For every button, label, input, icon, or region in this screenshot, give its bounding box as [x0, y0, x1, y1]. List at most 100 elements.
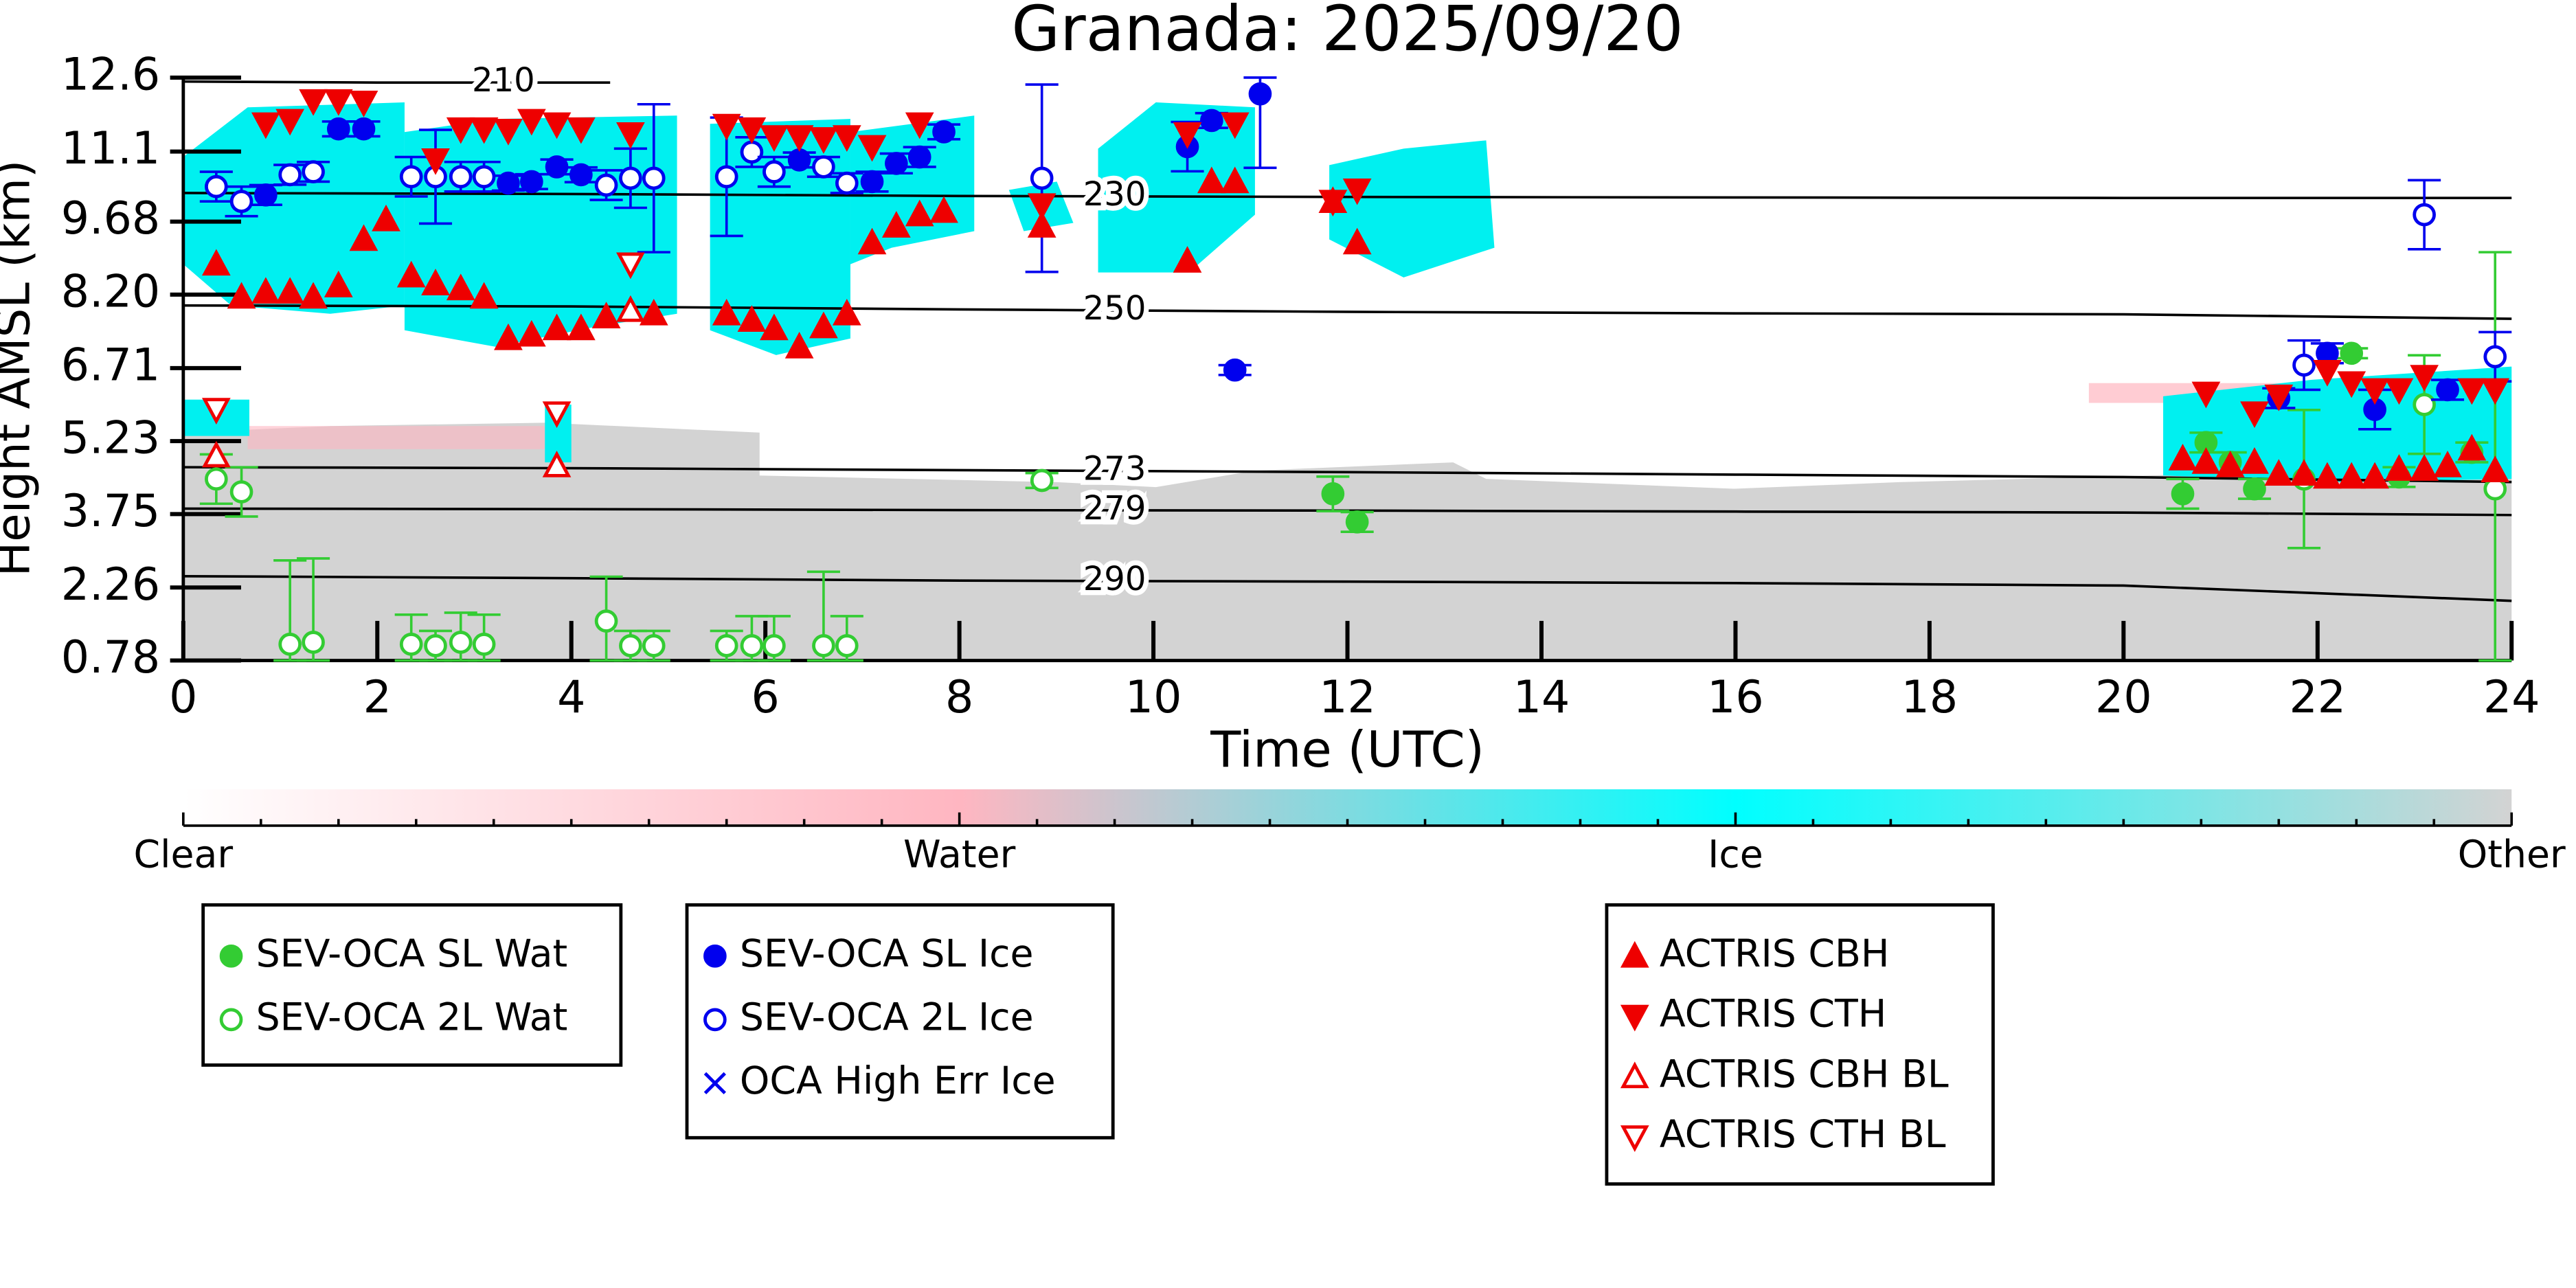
point	[2337, 462, 2366, 489]
legend-marker	[219, 1008, 243, 1032]
point	[520, 170, 543, 194]
y-tick-label: 2.26	[61, 559, 160, 611]
ice-region	[183, 102, 405, 314]
point	[251, 112, 280, 139]
x-tick-label: 22	[2290, 672, 2347, 723]
point	[446, 273, 475, 301]
legend-box	[1605, 903, 1995, 1186]
legend-marker	[219, 945, 243, 968]
point	[2457, 433, 2487, 461]
y-tick-label: 8.20	[61, 266, 160, 317]
point	[567, 117, 596, 144]
point	[932, 120, 956, 144]
point	[421, 148, 450, 175]
point	[278, 163, 302, 187]
contour-label: 290	[1083, 560, 1146, 598]
point	[2457, 378, 2487, 405]
legend-marker	[703, 945, 727, 968]
point	[760, 125, 789, 152]
point	[929, 196, 958, 223]
point	[396, 260, 426, 288]
legend-box	[201, 903, 623, 1067]
colorbar-label: Other	[2458, 833, 2566, 877]
point	[642, 634, 666, 657]
point	[2171, 482, 2195, 506]
point	[907, 145, 931, 169]
x-tick-label: 6	[752, 672, 780, 723]
point	[1030, 468, 1054, 493]
point	[449, 631, 473, 654]
legend-label: SEV-OCA SL Ice	[740, 932, 1034, 976]
temperature-contour	[183, 574, 2512, 602]
point	[594, 173, 618, 197]
point	[251, 277, 280, 304]
ice-region	[1098, 102, 1255, 273]
point	[229, 190, 253, 214]
point	[591, 302, 621, 328]
cloud-classification	[183, 102, 2512, 661]
point	[497, 171, 520, 195]
y-tick-label: 6.71	[61, 339, 160, 391]
point	[2360, 378, 2389, 405]
contour-label: 210	[472, 61, 535, 100]
colorbar-label: Clear	[134, 833, 234, 877]
legend-marker	[703, 1008, 727, 1032]
point	[2481, 455, 2510, 482]
point	[1197, 166, 1226, 194]
point	[1173, 122, 1202, 149]
legend-marker	[703, 1072, 726, 1095]
point	[326, 117, 350, 141]
point	[299, 89, 328, 116]
point	[642, 166, 666, 190]
point	[2264, 459, 2294, 486]
point	[2243, 477, 2266, 501]
point	[349, 224, 379, 251]
legend-marker	[1620, 1004, 1649, 1032]
point	[619, 166, 642, 190]
point	[2191, 381, 2221, 409]
point	[714, 165, 738, 189]
ice-region	[404, 115, 677, 347]
point	[569, 163, 593, 187]
point	[542, 313, 572, 341]
legend-label: ACTRIS CTH BL	[1660, 1113, 1946, 1157]
y-tick-label: 12.6	[61, 49, 160, 101]
y-tick-label: 9.68	[61, 193, 160, 245]
point	[857, 227, 887, 255]
x-tick-label: 4	[557, 672, 585, 723]
contour-label: 250	[1083, 289, 1146, 328]
point	[762, 634, 786, 657]
point	[372, 204, 400, 231]
legend-marker	[1620, 1061, 1649, 1089]
point	[275, 277, 305, 304]
point	[472, 633, 496, 656]
legend-label: ACTRIS CTH	[1660, 993, 1886, 1037]
x-axis-label: Time (UTC)	[1210, 721, 1484, 779]
point	[2215, 451, 2245, 477]
temperature-contour	[183, 466, 2512, 484]
point	[446, 117, 475, 144]
point	[352, 117, 376, 141]
y-tick-label: 0.78	[61, 632, 160, 683]
legend-marker	[1620, 1125, 1649, 1152]
point	[1345, 510, 1369, 534]
point	[1342, 178, 1372, 205]
point	[545, 155, 569, 179]
point	[201, 249, 231, 276]
point	[881, 211, 911, 238]
point	[302, 631, 325, 654]
point	[324, 271, 353, 297]
point	[324, 89, 353, 116]
point	[494, 118, 523, 146]
point	[302, 160, 325, 183]
water-patch	[247, 426, 545, 449]
point	[2337, 371, 2366, 398]
point	[2384, 378, 2414, 405]
point	[760, 313, 789, 341]
point	[1199, 109, 1223, 133]
x-tick-label: 16	[1707, 672, 1764, 723]
point	[2413, 203, 2436, 227]
legend-label: SEV-OCA SL Wat	[256, 932, 568, 976]
point	[835, 634, 859, 657]
